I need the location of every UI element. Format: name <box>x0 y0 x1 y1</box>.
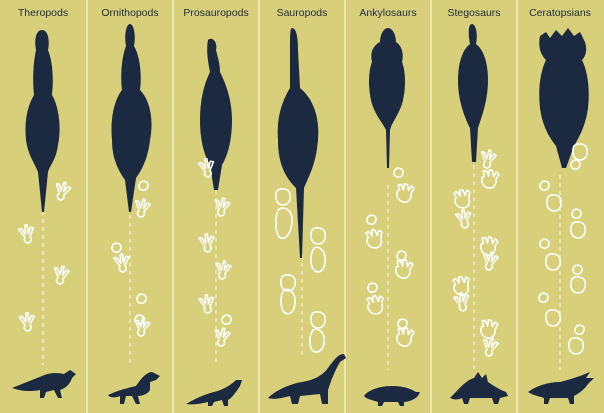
stegosaur-column <box>450 24 508 404</box>
column-title-sauropods: Sauropods <box>276 7 328 19</box>
theropod-topview-silhouette <box>25 30 60 212</box>
prosauropod-column <box>186 38 242 406</box>
sauropod-topview-silhouette <box>277 28 319 258</box>
ornithopod-topview-silhouette <box>111 24 152 212</box>
sauropod-column <box>268 28 346 404</box>
ornithopod-side-silhouette <box>108 372 160 404</box>
column-title-ornithopods: Ornithopods <box>101 7 159 19</box>
ankylosaur-column <box>364 28 420 406</box>
theropod-tracks <box>17 179 73 333</box>
prosauropod-topview-silhouette <box>200 38 232 190</box>
ceratopsian-tracks <box>538 143 589 355</box>
ceratopsian-column <box>528 28 594 404</box>
ornithopod-column <box>108 24 160 404</box>
ceratopsian-side-silhouette <box>528 372 594 404</box>
prosauropod-side-silhouette <box>186 380 242 406</box>
ankylosaur-topview-silhouette <box>369 28 405 168</box>
stegosaur-topview-silhouette <box>458 24 488 162</box>
ankylosaur-tracks <box>364 167 416 348</box>
column-title-ceratopsians: Ceratopsians <box>529 7 591 19</box>
column-title-ankylosaurs: Ankylosaurs <box>359 7 417 19</box>
sauropod-tracks <box>275 188 327 353</box>
column-title-stegosaurs: Stegosaurs <box>447 7 501 19</box>
ankylosaur-side-silhouette <box>364 386 420 406</box>
stegosaur-side-silhouette <box>450 372 508 404</box>
column-title-theropods: Theropods <box>17 7 69 19</box>
ceratopsian-topview-silhouette <box>539 28 589 168</box>
stegosaur-tracks <box>451 148 501 359</box>
theropod-side-silhouette <box>12 370 76 398</box>
column-title-prosauropods: Prosauropods <box>183 7 249 19</box>
sauropod-side-silhouette <box>268 354 346 404</box>
column-dividers <box>86 0 518 413</box>
theropod-column <box>12 30 76 398</box>
